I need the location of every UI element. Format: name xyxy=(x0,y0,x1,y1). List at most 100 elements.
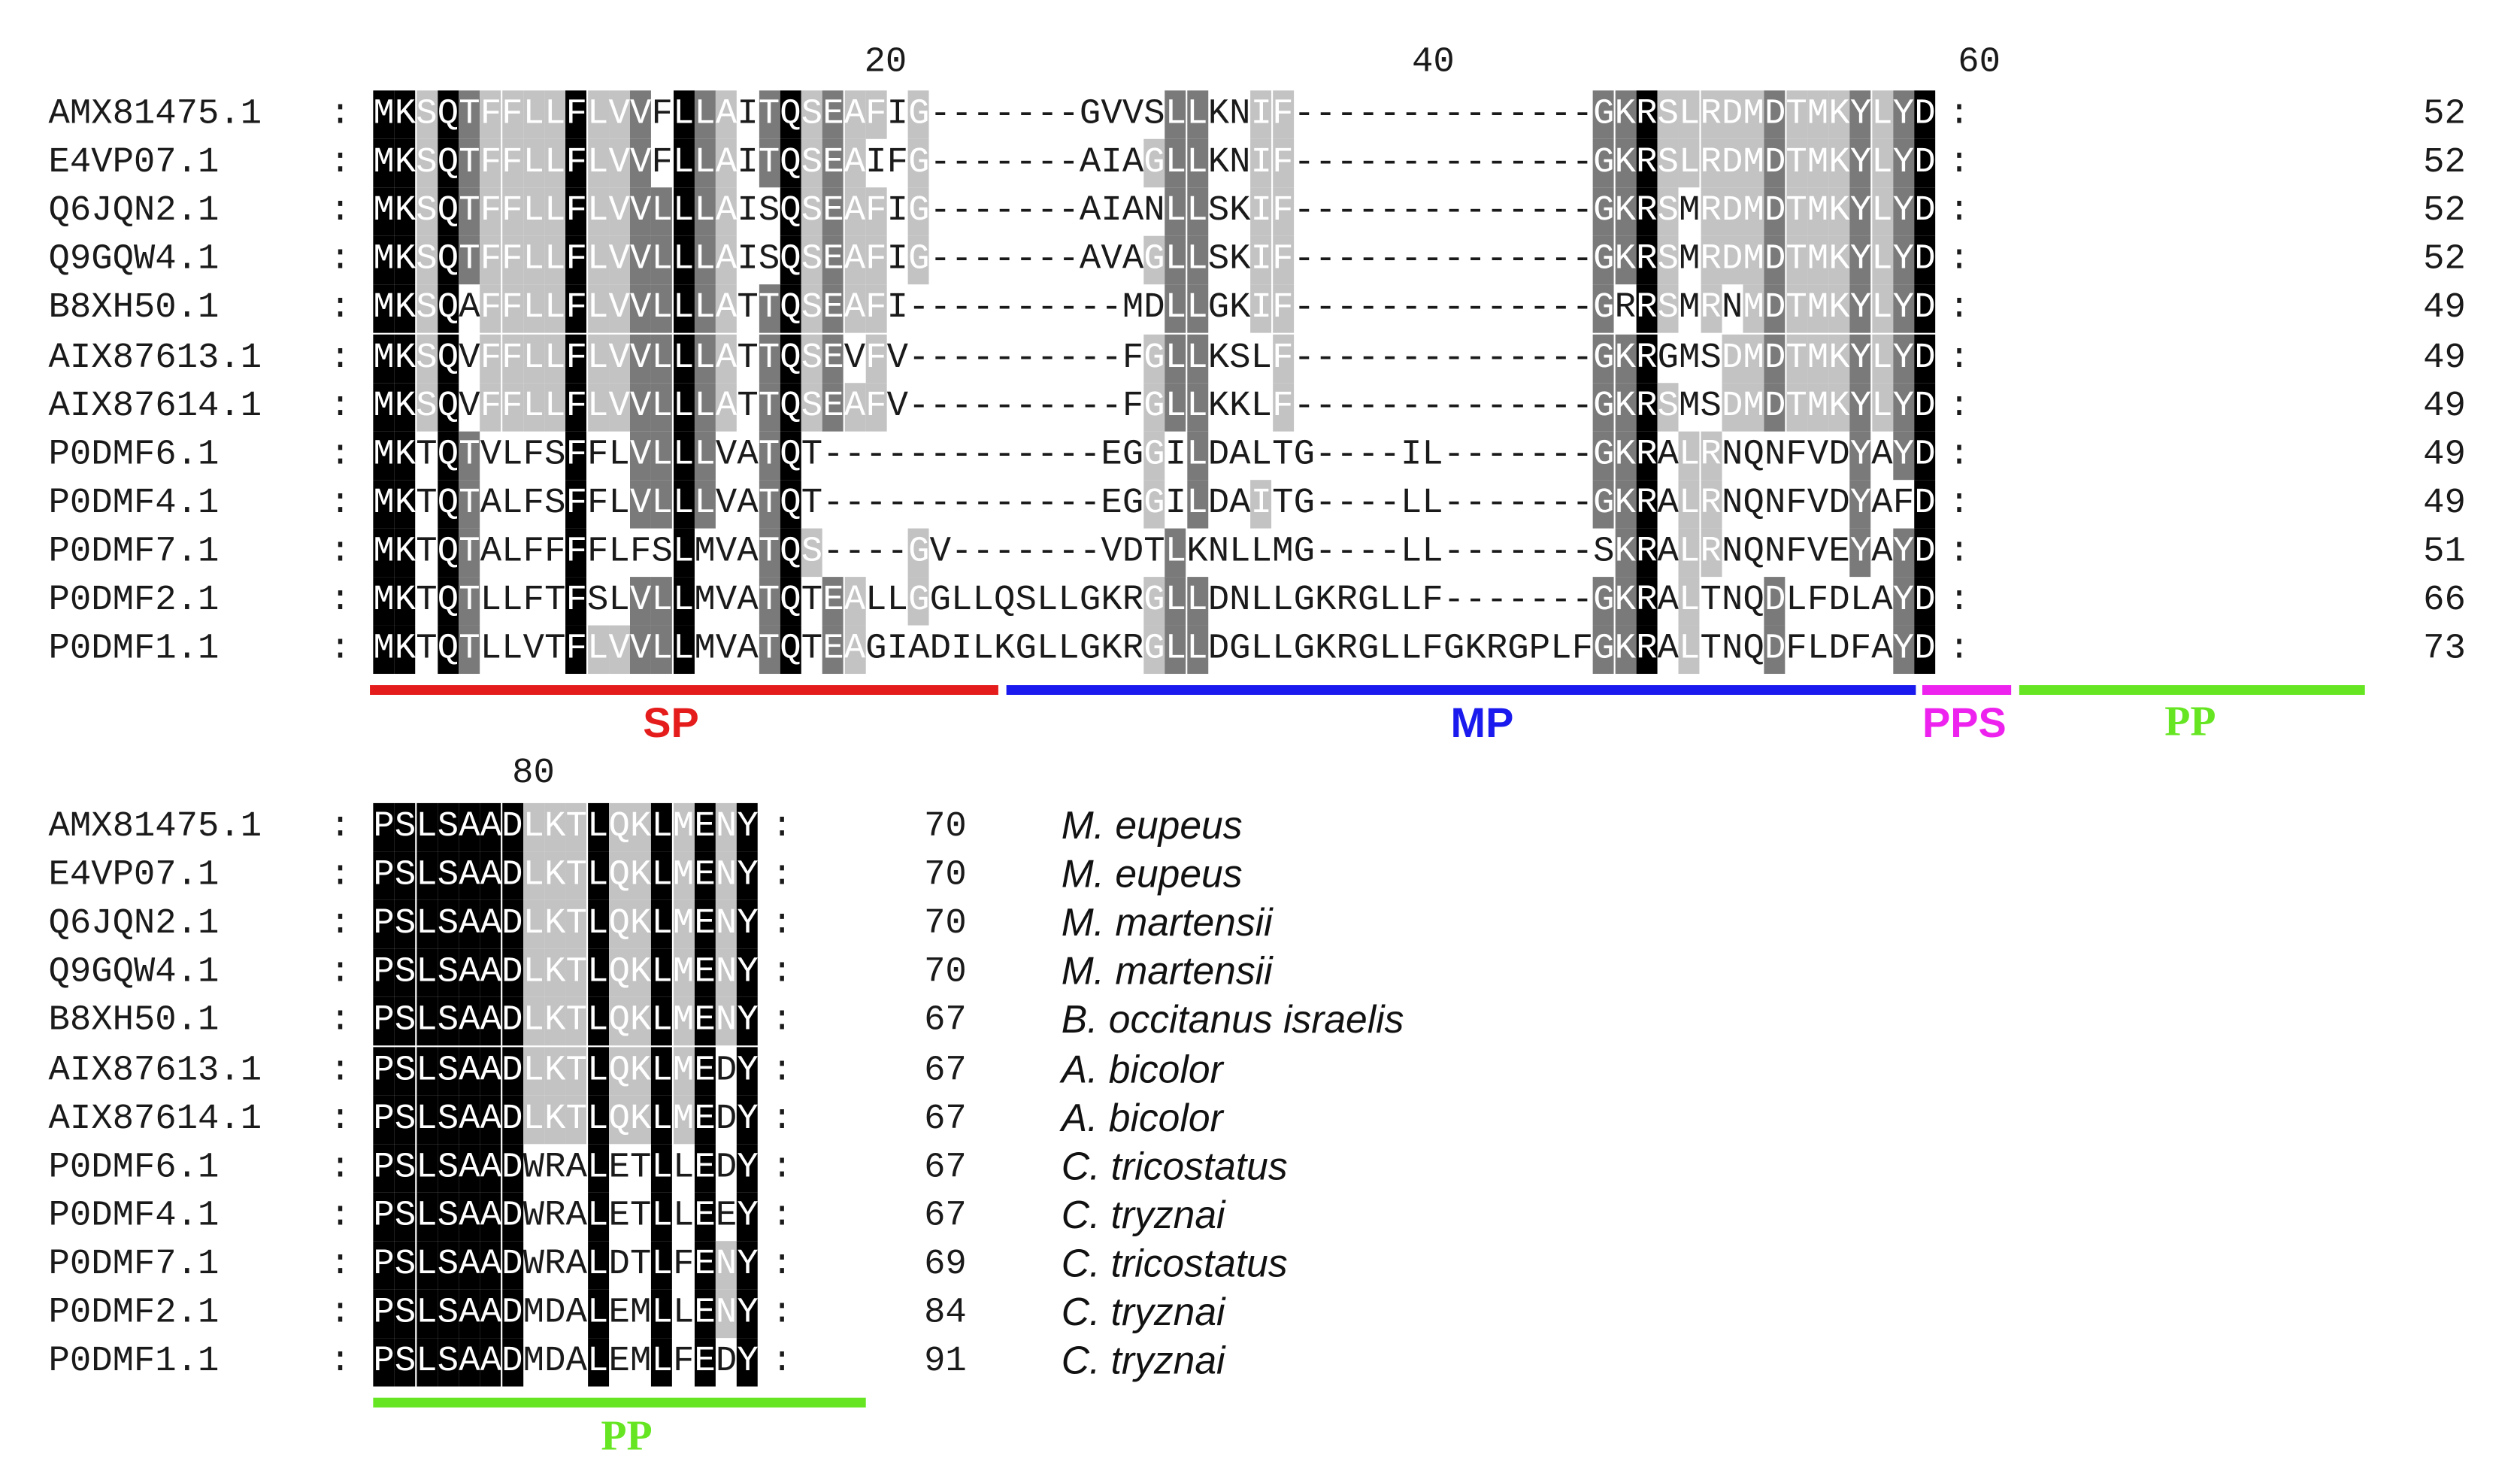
residue: N xyxy=(715,948,737,998)
residue: S xyxy=(437,1338,459,1387)
residue: M xyxy=(672,851,694,901)
residue: K xyxy=(1229,239,1251,281)
residue: A xyxy=(737,434,759,475)
alignment-gap: - xyxy=(951,385,973,426)
separator-colon: : xyxy=(329,385,351,426)
separator-colon: : xyxy=(329,952,351,993)
residue: F xyxy=(1422,580,1443,621)
residue: G xyxy=(1293,531,1315,572)
residue: T xyxy=(1786,187,1807,237)
pps-region-bar xyxy=(1922,685,2012,695)
sequence-id: B8XH50.1 xyxy=(48,1000,220,1042)
residue: P xyxy=(373,1046,395,1095)
residue: M xyxy=(522,1341,545,1382)
residue: D xyxy=(1764,138,1786,188)
alignment-gap: - xyxy=(972,142,994,183)
residue: G xyxy=(1593,187,1615,237)
residue: D xyxy=(501,1338,523,1387)
residue: T xyxy=(416,483,438,523)
residue: T xyxy=(737,288,759,329)
alignment-gap: - xyxy=(1422,93,1443,135)
residue: G xyxy=(1143,333,1165,383)
residue: Q xyxy=(437,382,459,431)
alignment-gap: - xyxy=(951,288,973,329)
residue: S xyxy=(394,1046,416,1095)
residue: E xyxy=(822,333,844,383)
residue: S xyxy=(416,138,438,188)
alignment-gap: - xyxy=(1079,337,1101,378)
residue: E xyxy=(1101,483,1122,523)
residue: N xyxy=(715,802,737,852)
alignment-gap: - xyxy=(1315,190,1337,232)
residue: S xyxy=(1229,337,1251,378)
alignment-gap: - xyxy=(1379,239,1401,281)
residue: T xyxy=(565,948,587,998)
alignment-gap: - xyxy=(951,337,973,378)
residue: R xyxy=(1700,236,1722,285)
residue: F xyxy=(565,479,587,529)
residue: L xyxy=(651,333,673,383)
residue: T xyxy=(1786,236,1807,285)
alignment-gap: - xyxy=(1357,483,1380,523)
residue: E xyxy=(694,1192,716,1241)
alignment-gap: - xyxy=(1357,531,1380,572)
residue: V xyxy=(608,138,630,188)
residue: K xyxy=(394,479,416,529)
separator-colon: : xyxy=(329,483,351,523)
residue: V xyxy=(608,382,630,431)
residue: E xyxy=(608,1146,630,1187)
alignment-gap: - xyxy=(1507,190,1529,232)
alignment-gap: - xyxy=(1015,288,1037,329)
residue: L xyxy=(416,1046,438,1095)
residue-count: 66 xyxy=(2423,580,2466,621)
residue: T xyxy=(758,382,780,431)
residue: L xyxy=(416,948,438,998)
alignment-gap: - xyxy=(1336,93,1358,135)
residue: M xyxy=(1807,90,1828,139)
residue: K xyxy=(1101,580,1122,621)
residue: Q xyxy=(437,625,459,675)
residue: R xyxy=(1336,629,1358,669)
residue: D xyxy=(1914,333,1936,383)
residue: D xyxy=(715,1098,738,1139)
alignment-gap: - xyxy=(1015,190,1037,232)
residue: T xyxy=(1786,382,1807,431)
residue: S xyxy=(394,1143,416,1193)
residue: F xyxy=(565,431,587,480)
alignment-gap: - xyxy=(1058,434,1080,475)
residue: F xyxy=(480,90,501,139)
residue: L xyxy=(1871,138,1893,188)
residue: F xyxy=(865,285,887,334)
residue: S xyxy=(1657,138,1679,188)
residue: L xyxy=(651,285,673,334)
alignment-gap: - xyxy=(1015,434,1037,475)
residue: F xyxy=(1892,483,1915,523)
residue: A xyxy=(908,629,930,669)
residue: G xyxy=(908,236,929,285)
residue: Y xyxy=(1849,90,1871,139)
alignment-gap: - xyxy=(1507,531,1529,572)
residue: Q xyxy=(780,528,801,577)
residue: L xyxy=(522,382,544,431)
alignment-gap: - xyxy=(908,288,930,329)
residue: I xyxy=(737,142,759,183)
residue: V xyxy=(1807,434,1829,475)
residue: Q xyxy=(437,90,459,139)
residue: E xyxy=(822,577,844,626)
residue: Y xyxy=(737,1192,759,1241)
alignment-gap: - xyxy=(1015,483,1037,523)
residue: K xyxy=(1315,580,1337,621)
residue: L xyxy=(1679,577,1700,626)
species-name: M. eupeus xyxy=(1061,805,1243,849)
residue: L xyxy=(651,382,673,431)
residue: L xyxy=(544,90,565,139)
alignment-gap: - xyxy=(1400,385,1422,426)
residue: R xyxy=(1636,528,1657,577)
residue: L xyxy=(416,851,438,901)
residue: N xyxy=(1721,434,1743,475)
separator-colon: : xyxy=(329,531,351,572)
alignment-gap: - xyxy=(1036,434,1059,475)
residue: D xyxy=(501,900,523,949)
residue: F xyxy=(501,382,523,431)
